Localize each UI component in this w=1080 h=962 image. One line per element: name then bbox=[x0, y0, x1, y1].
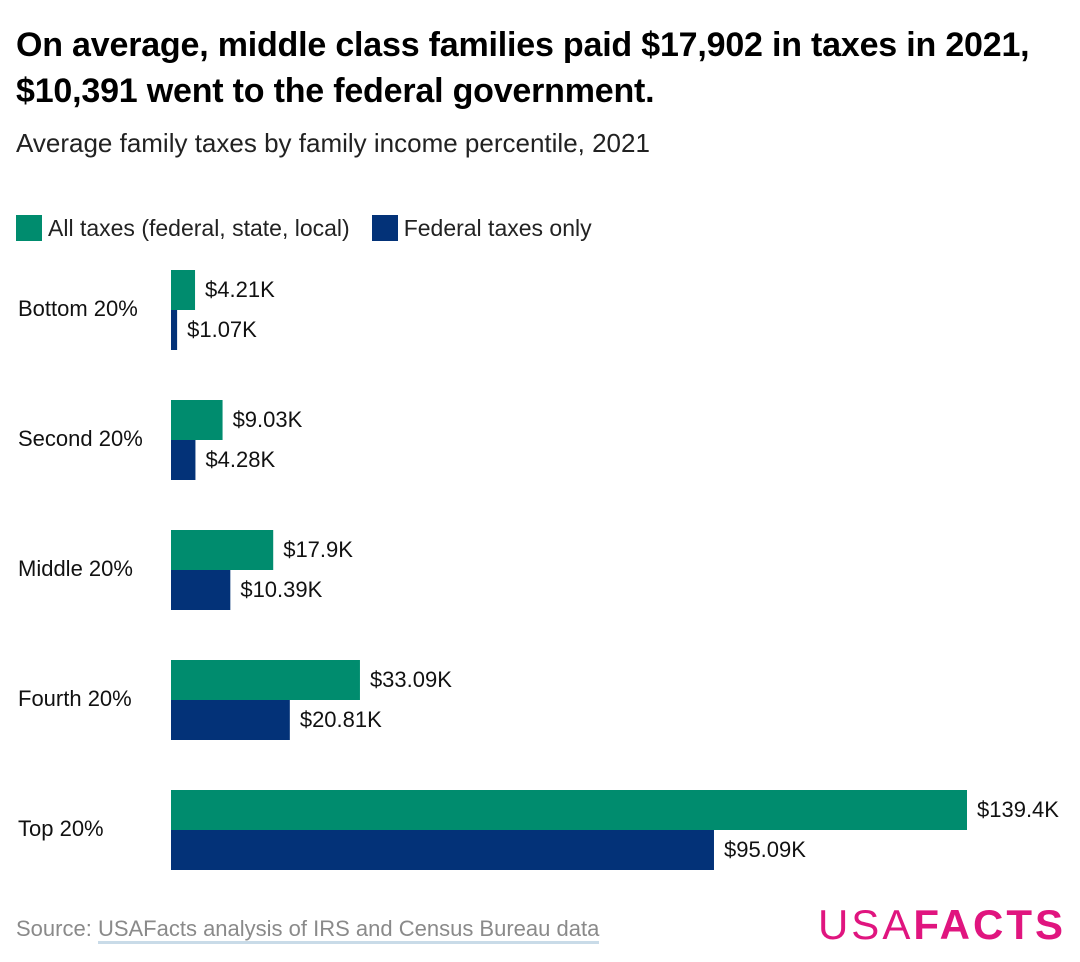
legend-swatch-all-taxes bbox=[16, 215, 42, 241]
source-link[interactable]: USAFacts analysis of IRS and Census Bure… bbox=[97, 916, 600, 944]
value-label-all-taxes-fourth-20: $33.09K bbox=[370, 667, 452, 692]
value-label-all-taxes-bottom-20: $4.21K bbox=[205, 277, 275, 302]
category-label-fourth-20: Fourth 20% bbox=[18, 686, 132, 711]
legend-item-federal: Federal taxes only bbox=[371, 212, 592, 244]
legend-label-federal: Federal taxes only bbox=[403, 215, 592, 241]
bar-federal-fourth-20[interactable] bbox=[171, 700, 290, 740]
value-label-federal-fourth-20: $20.81K bbox=[300, 707, 382, 732]
legend-label-all-taxes: All taxes (federal, state, local) bbox=[48, 215, 350, 241]
bar-all-taxes-second-20[interactable] bbox=[171, 400, 223, 440]
category-label-top-20: Top 20% bbox=[18, 816, 104, 841]
category-label-second-20: Second 20% bbox=[18, 426, 143, 451]
bar-all-taxes-bottom-20[interactable] bbox=[171, 270, 196, 310]
value-label-federal-bottom-20: $1.07K bbox=[187, 317, 257, 342]
value-label-all-taxes-middle-20: $17.9K bbox=[283, 537, 353, 562]
legend-item-all-taxes: All taxes (federal, state, local) bbox=[16, 212, 350, 244]
bar-federal-bottom-20[interactable] bbox=[171, 310, 178, 350]
bar-chart: Bottom 20% $4.21K $1.07K Second 20% $9.03K $4… bbox=[18, 270, 1059, 870]
bar-all-taxes-top-20[interactable] bbox=[171, 790, 967, 830]
category-label-bottom-20: Bottom 20% bbox=[18, 296, 138, 321]
bar-federal-middle-20[interactable] bbox=[171, 570, 231, 610]
value-label-all-taxes-top-20: $139.4K bbox=[977, 797, 1059, 822]
chart-subtitle: Average family taxes by family income pe… bbox=[16, 128, 650, 158]
value-label-federal-middle-20: $10.39K bbox=[240, 577, 322, 602]
legend-swatch-federal bbox=[371, 215, 398, 241]
logo-facts: FACTS bbox=[913, 901, 1066, 948]
value-label-all-taxes-second-20: $9.03K bbox=[233, 407, 303, 432]
bar-federal-second-20[interactable] bbox=[171, 440, 196, 480]
bar-federal-top-20[interactable] bbox=[171, 830, 714, 870]
bar-all-taxes-fourth-20[interactable] bbox=[171, 660, 360, 700]
bar-all-taxes-middle-20[interactable] bbox=[171, 530, 274, 570]
source-prefix: Source: bbox=[16, 916, 98, 941]
category-label-middle-20: Middle 20% bbox=[18, 556, 133, 581]
value-label-federal-top-20: $95.09K bbox=[724, 837, 806, 862]
usafacts-logo[interactable]: USAFACTS bbox=[818, 898, 1066, 952]
logo-usa: USA bbox=[817, 901, 914, 948]
value-label-federal-second-20: $4.28K bbox=[205, 447, 275, 472]
source-note: Source: USAFacts analysis of IRS and Cen… bbox=[16, 914, 600, 944]
legend: All taxes (federal, state, local) Federa… bbox=[16, 212, 614, 244]
chart-title: On average, middle class families paid $… bbox=[16, 26, 1030, 110]
